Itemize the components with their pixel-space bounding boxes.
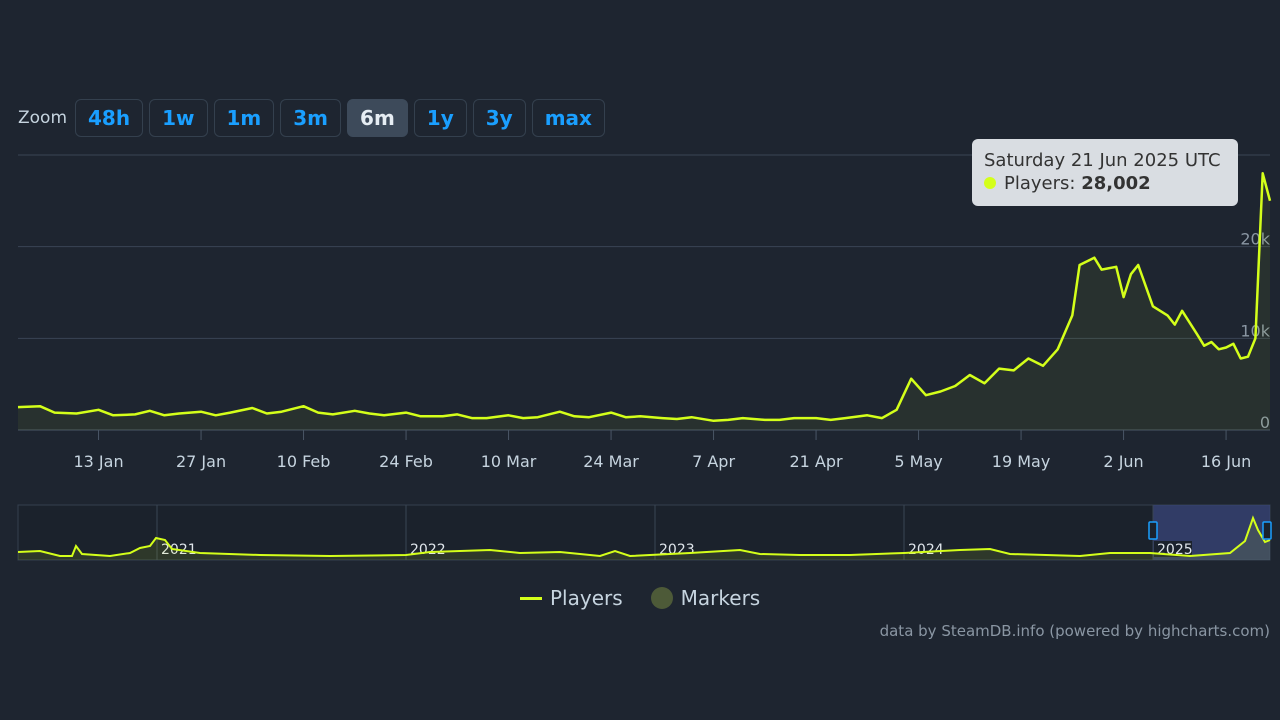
navigator-year-label: 2024 (908, 542, 944, 558)
x-tick-label: 2 Jun (1103, 452, 1143, 471)
line-legend-icon (520, 596, 542, 600)
x-tick-label: 24 Feb (379, 452, 433, 471)
x-tick-label: 16 Jun (1201, 452, 1251, 471)
navigator-area (18, 518, 1270, 560)
x-tick-label: 5 May (894, 452, 942, 471)
series-area (18, 173, 1270, 431)
zoom-button-3m[interactable]: 3m (280, 99, 342, 137)
zoom-button-6m[interactable]: 6m (347, 99, 408, 137)
zoom-button-1m[interactable]: 1m (213, 99, 275, 137)
x-tick-label: 10 Feb (277, 452, 331, 471)
x-tick-label: 24 Mar (583, 452, 639, 471)
navigator-handle[interactable] (1148, 521, 1158, 540)
x-tick-label: 27 Jan (176, 452, 226, 471)
zoom-bar: Zoom 48h 1w 1m 3m 6m 1y 3y max (18, 98, 605, 138)
series-dot-icon (984, 177, 996, 189)
navigator-year-bg (1154, 541, 1192, 557)
x-axis: 13 Jan 27 Jan 10 Feb 24 Feb 10 Mar 24 Mar 7 Ap… (73, 430, 1251, 471)
zoom-button-1w[interactable]: 1w (149, 99, 208, 137)
x-tick-label: 13 Jan (73, 452, 123, 471)
legend: Players Markers (520, 586, 760, 610)
navigator-background (17, 504, 1271, 561)
zoom-button-3y[interactable]: 3y (472, 99, 526, 137)
tooltip-series-label: Players: (1004, 173, 1076, 194)
zoom-button-1y[interactable]: 1y (413, 99, 467, 137)
legend-item-players[interactable]: Players (550, 586, 623, 610)
tooltip-value: 28,002 (1081, 173, 1151, 194)
circle-legend-icon (650, 587, 673, 609)
navigator-line (17, 515, 1271, 558)
x-tick-label: 21 Apr (789, 452, 843, 471)
y-tick-label: 20k (1240, 230, 1270, 249)
zoom-button-48h[interactable]: 48h (75, 99, 144, 137)
navigator[interactable]: 2021 2022 2023 2024 2025 (17, 504, 1272, 561)
x-tick-label: 19 May (992, 452, 1051, 471)
y-tick-label: 0 (1260, 413, 1270, 432)
zoom-label: Zoom (18, 108, 68, 128)
tooltip-date: Saturday 21 Jun 2025 UTC (984, 150, 1221, 171)
navigator-handle[interactable] (1262, 521, 1272, 540)
tooltip: Saturday 21 Jun 2025 UTC Players: 28,002 (972, 139, 1238, 206)
x-tick-label: 7 Apr (692, 452, 735, 471)
credits[interactable]: data by SteamDB.info (powered by highcha… (879, 622, 1270, 640)
series-line (17, 172, 1272, 423)
legend-item-markers[interactable]: Markers (680, 586, 761, 610)
x-tick-label: 10 Mar (481, 452, 537, 471)
zoom-button-max[interactable]: max (531, 99, 605, 137)
series-players (17, 172, 1272, 431)
tooltip-row: Players: 28,002 (984, 172, 1226, 195)
